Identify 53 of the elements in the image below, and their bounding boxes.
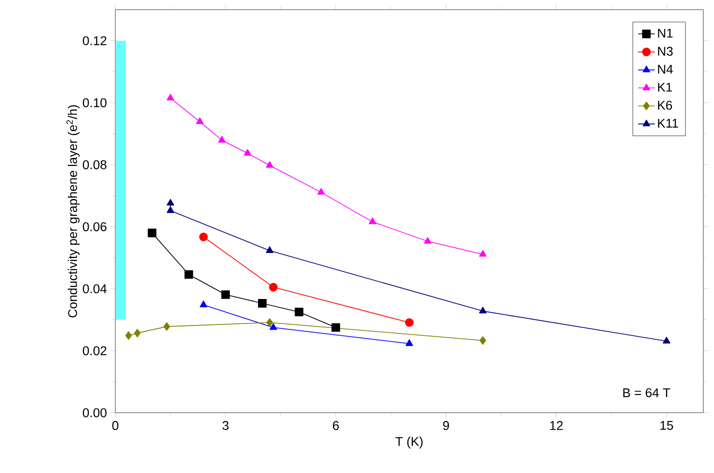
x-tick-label: 9: [443, 421, 449, 430]
legend-label: N1: [658, 28, 673, 38]
x-tick-label: 15: [660, 421, 674, 430]
legend-label: K11: [658, 118, 678, 128]
point: [184, 270, 194, 279]
point: [196, 117, 204, 124]
x-tick-label: 0: [112, 421, 118, 430]
point: [662, 336, 670, 344]
point: [134, 328, 141, 338]
point: [163, 322, 170, 331]
y-tick-label: 0.10: [82, 98, 107, 108]
point: [258, 298, 267, 308]
point: [218, 136, 226, 143]
point: [368, 217, 376, 224]
legend-label: N3: [658, 46, 673, 56]
legend-label: N4: [658, 64, 673, 74]
point: [479, 306, 487, 314]
point: [317, 188, 325, 195]
y-tick-label: 0.12: [82, 36, 106, 46]
point: [479, 250, 487, 257]
point: [479, 336, 486, 345]
point: [266, 318, 273, 327]
point: [424, 236, 432, 244]
point: [294, 308, 304, 316]
point: [270, 323, 278, 330]
point: [269, 282, 278, 292]
point: [406, 339, 414, 346]
y-tick-label: 0.00: [82, 408, 107, 418]
point: [266, 161, 274, 168]
y-tick-label: 0.02: [82, 346, 106, 356]
point: [166, 198, 174, 206]
point: [405, 318, 414, 327]
point: [332, 323, 340, 332]
x-tick-label: 6: [332, 421, 339, 430]
point: [148, 228, 156, 238]
point: [266, 246, 274, 253]
x-axis-title: T (K): [396, 436, 423, 448]
x-tick-label: 3: [222, 421, 229, 430]
point: [125, 331, 132, 340]
point: [166, 206, 174, 213]
legend-label: K1: [658, 82, 672, 92]
point: [166, 94, 174, 100]
point: [200, 300, 208, 308]
y-axis-title: Conductivity per graphene layer (e$^{2}$/h): [66, 105, 80, 318]
y-tick-label: 0.04: [82, 284, 107, 294]
point: [221, 290, 230, 299]
annotation: B = 64 T: [623, 388, 670, 398]
x-tick-label: 12: [550, 421, 563, 430]
y-tick-label: 0.06: [82, 222, 106, 232]
point: [199, 232, 208, 242]
legend-label: K6: [658, 100, 672, 110]
point: [244, 148, 252, 156]
y-tick-label: 0.08: [82, 160, 106, 170]
